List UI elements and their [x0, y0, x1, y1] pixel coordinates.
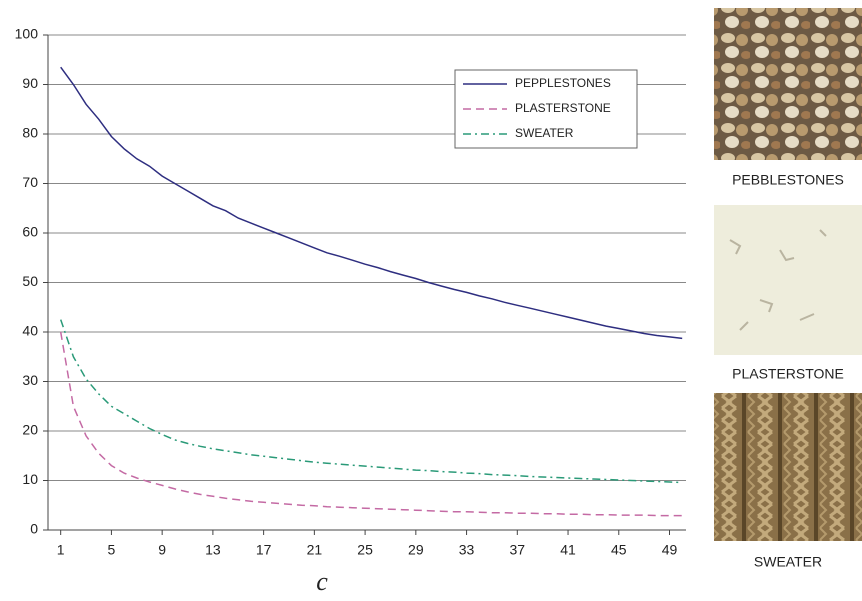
y-tick-label: 20	[22, 422, 38, 438]
y-tick-label: 0	[30, 521, 38, 537]
data-line	[59, 319, 683, 484]
x-axis-label: c	[316, 567, 328, 596]
y-tick-label: 100	[15, 26, 39, 42]
x-tick-label: 21	[307, 542, 323, 558]
plaster-texture	[729, 229, 827, 331]
x-tick-label: 5	[108, 542, 116, 558]
data-line	[59, 331, 683, 517]
y-tick-label: 50	[22, 273, 38, 289]
sweater-image	[714, 393, 862, 541]
legend-label: PEPPLESTONES	[515, 76, 611, 90]
y-tick-label: 10	[22, 471, 38, 487]
x-tick-label: 45	[611, 542, 627, 558]
image-label: SWEATER	[754, 554, 822, 570]
pebble-image	[714, 8, 862, 160]
x-tick-label: 25	[357, 542, 373, 558]
image-label: PEBBLESTONES	[732, 172, 844, 188]
y-tick-label: 40	[22, 323, 38, 339]
x-tick-label: 29	[408, 542, 424, 558]
y-tick-label: 60	[22, 224, 38, 240]
image-label: PLASTERSTONE	[732, 366, 844, 382]
x-tick-label: 1	[57, 542, 65, 558]
x-tick-label: 33	[459, 542, 475, 558]
x-tick-label: 37	[510, 542, 526, 558]
legend-label: PLASTERSTONE	[515, 101, 611, 115]
y-tick-label: 90	[22, 75, 38, 91]
legend-box	[454, 69, 638, 149]
y-tick-label: 30	[22, 372, 38, 388]
x-tick-label: 17	[256, 542, 272, 558]
legend: PEPPLESTONES PLASTERSTONE SWEATER	[454, 69, 638, 149]
y-tick-label: 70	[22, 174, 38, 190]
y-tick-label: 80	[22, 125, 38, 141]
legend-label: SWEATER	[515, 126, 574, 140]
plaster-image	[714, 205, 862, 355]
data-line	[60, 66, 683, 340]
x-tick-label: 13	[205, 542, 221, 558]
x-tick-label: 41	[560, 542, 576, 558]
x-tick-label: 9	[158, 542, 166, 558]
x-tick-label: 49	[662, 542, 678, 558]
